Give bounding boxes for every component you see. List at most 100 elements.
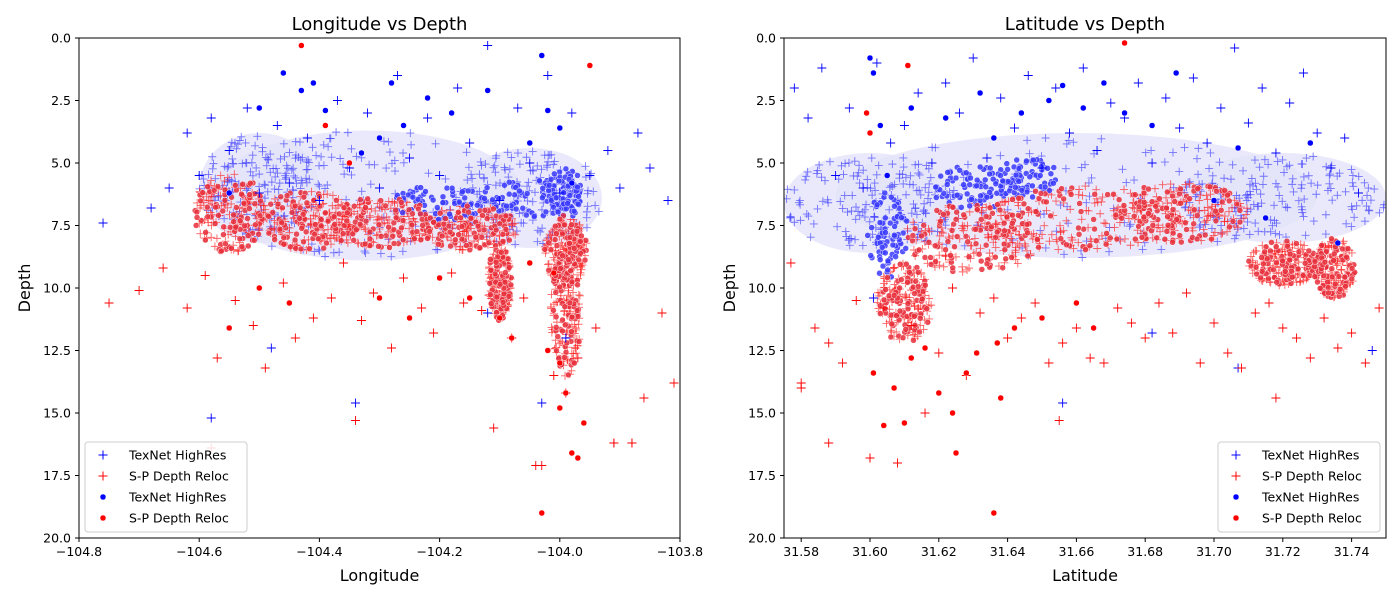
data-point-dot (226, 324, 233, 332)
data-point-plus (549, 371, 559, 380)
density-mark (263, 187, 272, 196)
density-mark (1352, 201, 1361, 210)
density-mark (1078, 253, 1087, 262)
density-mark (283, 192, 291, 199)
density-mark (1098, 193, 1107, 202)
density-mark (594, 207, 603, 216)
density-mark (582, 223, 591, 232)
density-mark (821, 176, 830, 185)
density-mark (477, 161, 486, 170)
density-mark (983, 193, 991, 201)
density-mark (289, 214, 298, 223)
density-mark (1348, 275, 1356, 283)
density-mark (366, 180, 375, 189)
data-point-plus (248, 321, 258, 330)
density-mark (1168, 148, 1177, 157)
density-mark (1284, 243, 1291, 250)
density-mark (1205, 164, 1214, 173)
density-mark (251, 141, 260, 150)
density-mark (208, 164, 217, 173)
density-mark (1156, 227, 1164, 236)
data-point-plus (194, 171, 204, 180)
density-mark (1120, 234, 1129, 243)
density-mark (803, 167, 812, 176)
density-mark (574, 172, 581, 179)
density-mark (578, 261, 587, 270)
density-mark (208, 152, 217, 161)
density-mark (1032, 188, 1039, 195)
density-mark (247, 180, 254, 187)
density-mark (499, 230, 507, 238)
legend-label: TexNet HighRes (128, 448, 226, 463)
data-point-plus (555, 188, 565, 198)
data-point-plus (375, 183, 384, 193)
data-points (98, 41, 679, 517)
data-point-plus (927, 158, 937, 168)
density-mark (547, 150, 556, 159)
data-point-dot (1307, 139, 1314, 147)
density-mark (557, 238, 566, 247)
density-mark (292, 245, 299, 252)
density-mark (943, 181, 951, 188)
density-mark (855, 161, 864, 170)
density-mark (533, 237, 542, 246)
density-mark (975, 250, 983, 258)
density-mark (248, 171, 257, 180)
density-mark (890, 280, 899, 289)
density-mark (337, 237, 345, 244)
data-point-plus (844, 103, 854, 113)
density-mark (1324, 278, 1331, 286)
x-axis-label: Longitude (340, 566, 420, 585)
density-mark (804, 212, 813, 221)
density-mark (312, 151, 321, 160)
density-mark (1242, 210, 1251, 219)
density-mark (555, 177, 563, 185)
density-mark (246, 167, 255, 176)
density-mark (870, 213, 879, 222)
density-mark (962, 169, 970, 176)
density-mark (1013, 156, 1020, 164)
density-mark (1063, 241, 1070, 249)
density-mark (1258, 268, 1266, 275)
density-mark (568, 328, 575, 335)
data-point-plus (393, 71, 403, 80)
density-mark (426, 228, 433, 235)
data-point-plus (158, 263, 168, 273)
density-mark (510, 219, 519, 228)
data-point-dot (586, 62, 594, 69)
density-mark (574, 281, 581, 289)
density-mark (924, 319, 932, 326)
density-mark (573, 228, 581, 235)
data-point-dot (1038, 314, 1046, 322)
density-mark (917, 315, 924, 322)
density-mark (512, 205, 520, 213)
density-mark (1298, 160, 1307, 169)
density-mark (984, 232, 993, 241)
density-mark (566, 240, 573, 247)
density-mark (332, 233, 341, 242)
density-mark (1227, 175, 1236, 184)
density-mark (982, 241, 990, 249)
density-mark (1096, 209, 1105, 218)
density-mark (505, 264, 513, 271)
density-mark (1025, 149, 1034, 158)
density-mark (960, 222, 969, 231)
density-mark (888, 182, 897, 191)
data-point-plus (585, 171, 595, 180)
density-mark (561, 303, 569, 311)
density-mark (408, 221, 416, 229)
density-mark (302, 228, 310, 236)
density-mark (882, 249, 889, 257)
density-mark (806, 233, 815, 242)
data-point-plus (1058, 398, 1068, 408)
y-tick-label: 2.5 (756, 93, 776, 108)
density-mark (1278, 197, 1287, 206)
data-point-plus (1181, 288, 1191, 298)
density-mark (409, 210, 416, 217)
density-mark (911, 225, 919, 232)
density-mark (1163, 204, 1170, 212)
density-mark (360, 247, 369, 256)
density-mark (559, 230, 566, 238)
density-mark (796, 216, 805, 225)
density-mark (523, 211, 530, 219)
